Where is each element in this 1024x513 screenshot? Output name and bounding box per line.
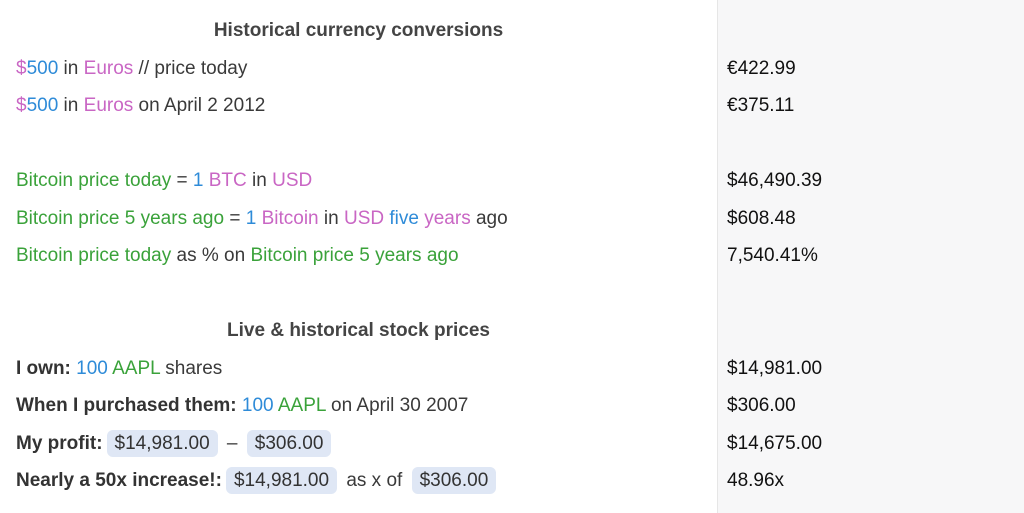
value-token: $306.00	[246, 429, 332, 457]
text-token: –	[221, 432, 243, 454]
value-token: $306.00	[411, 467, 497, 494]
value-token: $14,981.00	[106, 429, 218, 457]
text-token: years	[418, 207, 471, 229]
expression-line: $500 in Euros // price today	[16, 54, 247, 84]
text-token: Euros	[83, 95, 134, 116]
result: $14,675.00	[727, 432, 823, 454]
results-pane	[717, 0, 1024, 513]
expression-line: Bitcoin price today as % on Bitcoin pric…	[16, 241, 459, 271]
text-token: AAPL	[107, 357, 160, 379]
text-token: Bitcoin price 5 years ago	[250, 245, 459, 266]
expression-line: I own: 100 AAPL shares	[16, 354, 222, 384]
text-token: in	[318, 207, 344, 229]
text-token: five	[384, 207, 419, 229]
text-token: =	[171, 170, 193, 191]
text-token: Bitcoin price 5 years ago	[16, 207, 225, 229]
text-token: in	[58, 57, 84, 79]
expression-line: $500 in Euros on April 2 2012	[16, 91, 265, 121]
value-token: $14,981.00	[225, 467, 338, 494]
text-token: Bitcoin price today	[16, 170, 172, 191]
text-token: 1	[192, 170, 204, 191]
text-token: 100	[70, 357, 108, 379]
text-token: Bitcoin price today	[16, 245, 172, 266]
text-token: =	[224, 207, 246, 229]
text-token: AAPL	[273, 395, 326, 416]
text-token: USD	[343, 207, 385, 229]
text-token: 1	[245, 207, 257, 229]
expression-line: When I purchased them: 100 AAPL on April…	[16, 391, 468, 421]
text-token: BTC	[203, 170, 247, 191]
text-token: on April 2 2012	[133, 95, 266, 116]
text-token: on April 30 2007	[325, 395, 469, 416]
text-token: ago	[470, 207, 508, 229]
text-token: My profit:	[16, 432, 103, 454]
text-token: 500	[26, 57, 59, 79]
result: $608.48	[727, 207, 796, 229]
text-token: USD	[272, 170, 313, 191]
result: 48.96x	[727, 470, 785, 491]
text-token: Euros	[83, 57, 134, 79]
text-token: in	[246, 170, 273, 191]
expression-line: Nearly a 50x increase!: $14,981.00 as x o…	[16, 466, 500, 496]
result: $46,490.39	[727, 170, 823, 191]
text-token: in	[58, 95, 84, 116]
result: €422.99	[727, 57, 796, 79]
text-token: 100	[236, 395, 274, 416]
text-token: shares	[160, 357, 223, 379]
expression-line: Bitcoin price today = 1 BTC in USD	[16, 166, 312, 196]
text-token: as x of	[341, 470, 408, 491]
text-token: When I purchased them:	[16, 395, 237, 416]
expression-line: Bitcoin price 5 years ago = 1 Bitcoin in…	[16, 204, 508, 234]
result: $306.00	[727, 395, 796, 416]
result: 7,540.41%	[727, 245, 818, 266]
result: $14,981.00	[727, 357, 823, 379]
text-token: $	[16, 95, 27, 116]
section-title: Historical currency conversions	[213, 20, 504, 41]
expression-line: My profit: $14,981.00 – $306.00	[16, 429, 335, 459]
text-token: as % on	[171, 245, 251, 266]
text-token: Bitcoin	[256, 207, 319, 229]
text-token: // price today	[133, 57, 248, 79]
result: €375.11	[727, 95, 795, 116]
text-token: $	[16, 57, 27, 79]
text-token: Nearly a 50x increase!:	[16, 470, 222, 491]
text-token: I own:	[16, 357, 71, 379]
text-token: 500	[26, 95, 59, 116]
section-title: Live & historical stock prices	[227, 320, 490, 341]
